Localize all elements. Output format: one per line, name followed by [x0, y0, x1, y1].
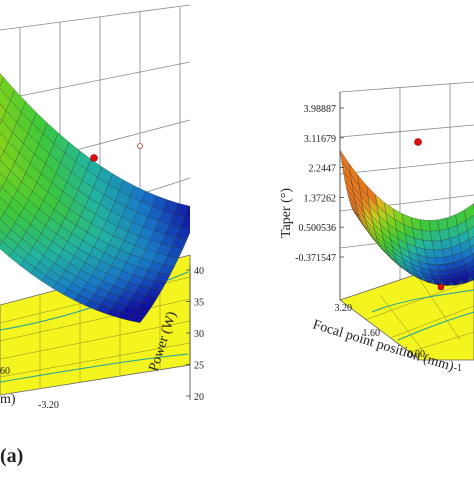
left-y-tick: -3.20: [38, 400, 59, 411]
right-taper-tick-label: 3.11679: [304, 134, 336, 145]
left-design-point: [138, 144, 143, 149]
left-y-axis-title-fragment: m): [0, 392, 16, 407]
right-taper-axis-title: Taper (°): [279, 188, 294, 238]
right-design-point: [415, 139, 422, 146]
right-surface-plot: 3.98887 3.11679 2.2447 1.37262 0.500536 -0.37…: [279, 82, 474, 375]
right-surface-cell: [439, 229, 450, 241]
right-surface-cell: [440, 275, 451, 280]
right-surface-cell: [435, 257, 446, 264]
right-taper-tick-label: 1.37262: [304, 193, 337, 204]
right-surface-cell: [429, 220, 439, 231]
right-taper-tick-label: 2.2447: [309, 164, 337, 175]
left-power-tick-label: 30: [194, 329, 204, 340]
right-surface-cell: [437, 264, 448, 271]
right-surface-cell: [425, 249, 435, 258]
panel-label: (a): [0, 445, 23, 467]
right-surface-cell: [431, 231, 441, 241]
right-surface-cell: [432, 241, 443, 251]
right-focal-tick-label: 3.20: [335, 303, 353, 314]
left-design-point: [91, 155, 98, 162]
right-focal-tick-label: -1: [454, 363, 462, 374]
right-surface-mesh: [340, 150, 474, 285]
right-surface-cell: [438, 218, 448, 231]
right-taper-tick-label: 0.500536: [299, 223, 337, 234]
right-taper-ticks: 3.98887 3.11679 2.2447 1.37262 0.500536 -0.37…: [295, 104, 344, 264]
right-surface-cell: [422, 230, 432, 241]
right-surface-cell: [438, 270, 448, 276]
right-taper-tick-label: 3.98887: [304, 104, 337, 115]
right-surface-cell: [434, 249, 444, 257]
left-power-tick-label: 20: [194, 392, 204, 403]
left-y-tick: 60: [0, 366, 10, 377]
right-taper-tick-label: -0.371547: [295, 253, 336, 264]
left-power-tick-label: 35: [194, 298, 204, 309]
right-design-point: [438, 284, 444, 290]
left-power-tick-label: 25: [194, 361, 204, 372]
left-power-tick-label: 40: [194, 266, 204, 277]
